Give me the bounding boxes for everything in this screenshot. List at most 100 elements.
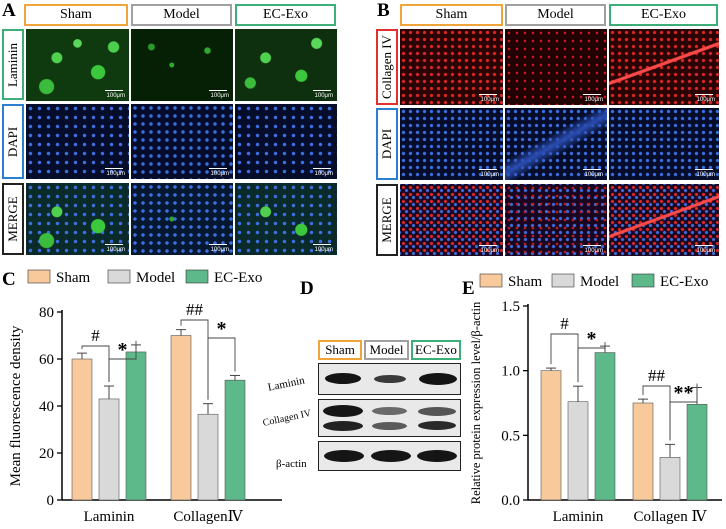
- x-tick-label: CollagenⅣ: [173, 509, 243, 525]
- scale-label: 100μm: [584, 97, 603, 103]
- blot-label-bactin: β-actin: [276, 458, 307, 470]
- micrograph-b-dapi-sham: 100μm: [400, 108, 503, 180]
- scale-bar: [105, 89, 123, 91]
- scale-label: 100μm: [696, 172, 715, 178]
- scale-label: 100μm: [480, 172, 499, 178]
- legend-label-sham: Sham: [508, 274, 543, 290]
- y-tick-label: 1.0: [501, 364, 520, 380]
- y-tick-label: 60: [39, 352, 54, 368]
- significance-mark: *: [118, 339, 128, 361]
- x-tick-label: Laminin: [553, 509, 604, 525]
- micrograph-a-laminin-model: 100μm: [131, 29, 233, 101]
- scale-label: 100μm: [314, 247, 333, 253]
- band: [324, 450, 364, 462]
- panel-b-row-dapi-label: DAPI: [379, 128, 394, 160]
- scale-label: 100μm: [584, 172, 603, 178]
- bar-ec-exo: [125, 351, 147, 501]
- significance-mark: *: [217, 318, 227, 340]
- panel-a-header-model: Model: [131, 4, 232, 26]
- panel-b-row-collagen-label: Collagen IV: [379, 35, 394, 99]
- scale-label: 100μm: [210, 171, 229, 177]
- scale-label: 100μm: [106, 93, 125, 99]
- micrograph-a-laminin-ecexo: 100μm: [235, 29, 337, 101]
- y-tick-label: 40: [39, 399, 54, 415]
- chart-e: Sham Model EC-Exo 0.0 0.5 1.0 1.5 Relative prot…: [469, 273, 722, 525]
- panel-b-row-collagen: Collagen IV: [376, 29, 398, 105]
- y-tick-label: 80: [39, 305, 54, 321]
- y-axis-label: Mean fluorescence density: [8, 325, 24, 486]
- y-axis-label: Relative protein expression level/β-acti…: [469, 301, 483, 504]
- scale-bar: [479, 93, 497, 95]
- panel-a-row-laminin-label: Laminin: [5, 42, 21, 87]
- micrograph-a-merge-model: 100μm: [131, 183, 233, 255]
- legend-label-model: Model: [136, 270, 175, 286]
- panel-a-letter: A: [2, 0, 16, 21]
- significance-mark: #: [560, 314, 569, 333]
- legend-swatch-ec-exo: [631, 273, 655, 288]
- micrograph-a-laminin-sham: 100μm: [26, 29, 129, 101]
- micrograph-b-collagen-sham: 100μm: [400, 29, 503, 105]
- legend-swatch-sham: [27, 269, 51, 284]
- band: [372, 407, 407, 415]
- legend-swatch-ec-exo: [185, 269, 209, 284]
- blot-row-bactin: [318, 441, 461, 471]
- legend-label-model: Model: [580, 274, 619, 290]
- chart-c: Sham Model EC-Exo 0 20 40 60 80 Mean fluorescenc…: [8, 269, 282, 525]
- panel-b-row-merge-label: MERGE: [379, 197, 394, 243]
- panel-b-letter: B: [377, 0, 390, 21]
- scale-bar: [583, 244, 601, 246]
- bar-sham: [540, 370, 562, 501]
- bar-ec-exo: [594, 352, 616, 501]
- y-tick-label: 0.0: [501, 493, 520, 509]
- panel-a-row-laminin: Laminin: [2, 29, 24, 100]
- significance-mark: ##: [186, 300, 204, 319]
- scale-label: 100μm: [106, 171, 125, 177]
- panel-e-letter: E: [462, 278, 475, 299]
- scale-bar: [209, 243, 227, 245]
- significance-mark: *: [587, 328, 597, 350]
- legend-label-ec-exo: EC-Exo: [660, 274, 708, 290]
- scale-label: 100μm: [314, 171, 333, 177]
- micrograph-b-dapi-model: 100μm: [505, 108, 607, 180]
- band: [371, 450, 411, 462]
- band: [418, 407, 456, 416]
- micrograph-b-collagen-model: 100μm: [505, 29, 607, 105]
- micrograph-b-merge-ecexo: 100μm: [609, 184, 719, 256]
- legend-swatch-model: [107, 269, 131, 284]
- panel-a-header-sham: Sham: [24, 4, 128, 26]
- band: [323, 405, 363, 417]
- panel-b-header-sham: Sham: [400, 4, 503, 26]
- y-tick-label: 0.5: [501, 428, 520, 444]
- x-tick-label: Collagen Ⅳ: [634, 509, 708, 525]
- micrograph-a-merge-ecexo: 100μm: [235, 183, 337, 255]
- micrograph-a-merge-sham: 100μm: [26, 183, 129, 255]
- significance-mark: ##: [648, 366, 666, 385]
- bar-model: [659, 457, 681, 501]
- panel-b-row-dapi: DAPI: [376, 108, 398, 180]
- scale-bar: [313, 167, 331, 169]
- bar-model: [567, 401, 589, 501]
- band: [372, 422, 407, 430]
- scale-bar: [313, 243, 331, 245]
- bar-model: [98, 398, 120, 501]
- scale-bar: [479, 168, 497, 170]
- scale-label: 100μm: [480, 248, 499, 254]
- band: [325, 373, 361, 384]
- bar-sham: [632, 402, 654, 501]
- scale-label: 100μm: [210, 93, 229, 99]
- micrograph-a-dapi-sham: 100μm: [26, 104, 129, 179]
- legend-label-sham: Sham: [56, 270, 91, 286]
- scale-label: 100μm: [584, 248, 603, 254]
- band: [418, 421, 456, 430]
- significance-bracket: [108, 340, 137, 383]
- legend-swatch-model: [551, 273, 575, 288]
- scale-bar: [209, 167, 227, 169]
- band: [323, 421, 363, 431]
- significance-bracket: [207, 337, 236, 400]
- significance-bracket: [669, 383, 698, 441]
- scale-bar: [695, 168, 713, 170]
- scale-bar: [583, 168, 601, 170]
- bar-sham: [170, 335, 192, 501]
- scale-label: 100μm: [480, 97, 499, 103]
- panel-d-letter: D: [300, 278, 314, 299]
